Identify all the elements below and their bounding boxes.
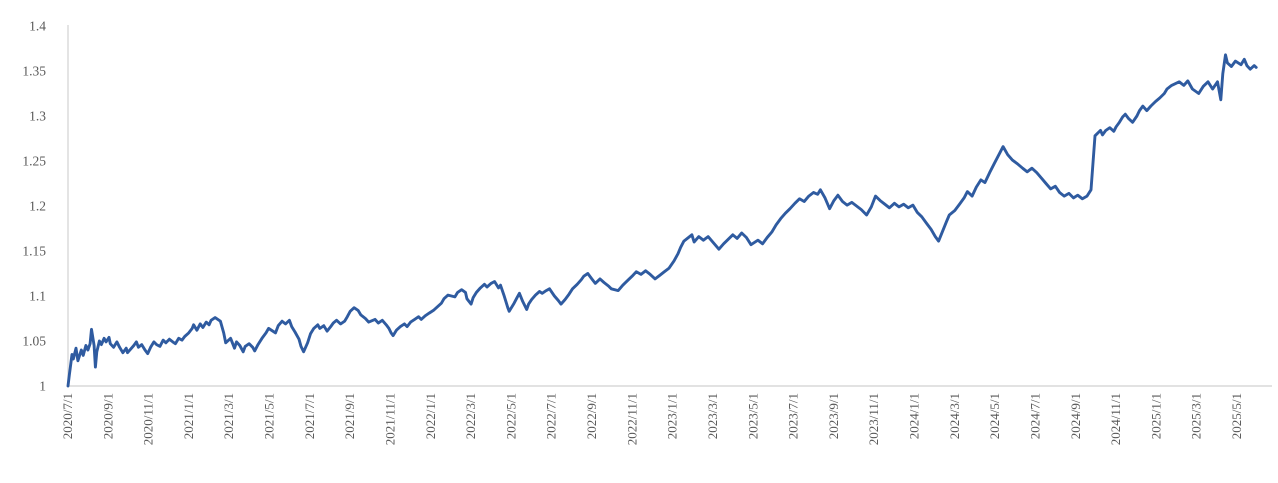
x-axis-tick-label: 2022/5/1 (503, 393, 518, 439)
x-axis-tick-label: 2024/3/1 (947, 393, 962, 439)
x-axis-tick-label: 2022/3/1 (463, 393, 478, 439)
x-axis-tick-label: 2023/3/1 (705, 393, 720, 439)
x-axis-tick-label: 2023/5/1 (745, 393, 760, 439)
y-axis-tick-label: 1.4 (29, 19, 46, 34)
nav-series-line (66, 53, 1258, 388)
y-axis-tick-label: 1 (39, 379, 46, 394)
x-axis-tick-label: 2020/7/1 (60, 393, 75, 439)
x-axis-tick-label: 2022/11/1 (624, 393, 639, 445)
x-axis-tick-label: 2021/5/1 (262, 393, 277, 439)
x-axis-tick-label: 2022/1/1 (423, 393, 438, 439)
y-axis-tick-label: 1.25 (22, 154, 46, 169)
x-axis-tick-label: 2021/1/1 (181, 393, 196, 439)
x-axis-tick-label: 2021/3/1 (221, 393, 236, 439)
x-axis-tick-label: 2023/1/1 (665, 393, 680, 439)
axis-lines (67, 25, 1272, 387)
x-axis-tick-label: 2023/9/1 (826, 393, 841, 439)
series-group (66, 53, 1258, 388)
x-axis-tick-label: 2025/1/1 (1148, 393, 1163, 439)
x-axis-tick-label: 2025/3/1 (1189, 393, 1204, 439)
x-axis-tick-label: 2023/7/1 (786, 393, 801, 439)
x-axis-tick-label: 2024/7/1 (1027, 393, 1042, 439)
y-axis-labels: 1 1.05 1.1 1.15 1.2 1.25 1.3 1.35 1.4 (22, 19, 46, 394)
y-axis-tick-label: 1.1 (29, 289, 46, 304)
x-axis-tick-label: 2024/9/1 (1068, 393, 1083, 439)
x-axis-tick-label: 2024/1/1 (907, 393, 922, 439)
x-axis-tick-label: 2021/7/1 (302, 393, 317, 439)
y-axis-tick-label: 1.15 (22, 244, 46, 259)
x-axis-tick-label: 2020/9/1 (100, 393, 115, 439)
x-axis-tick-label: 2023/11/1 (866, 393, 881, 445)
x-axis-tick-label: 2022/9/1 (584, 393, 599, 439)
x-axis-tick-label: 2022/7/1 (544, 393, 559, 439)
x-axis-labels: 2020/7/1 2020/9/1 2020/11/1 2021/1/1 2021/3/… (60, 393, 1244, 445)
x-axis-tick-label: 2020/11/1 (141, 393, 156, 445)
y-axis-tick-label: 1.3 (29, 109, 46, 124)
y-axis-tick-label: 1.2 (29, 199, 46, 214)
y-axis-tick-label: 1.05 (22, 334, 46, 349)
x-axis-tick-label: 2024/5/1 (987, 393, 1002, 439)
x-axis-tick-label: 2021/9/1 (342, 393, 357, 439)
y-axis-tick-label: 1.35 (22, 64, 46, 79)
x-axis-tick-label: 2021/11/1 (382, 393, 397, 445)
x-axis-tick-label: 2025/5/1 (1229, 393, 1244, 439)
x-axis-tick-label: 2024/11/1 (1108, 393, 1123, 445)
